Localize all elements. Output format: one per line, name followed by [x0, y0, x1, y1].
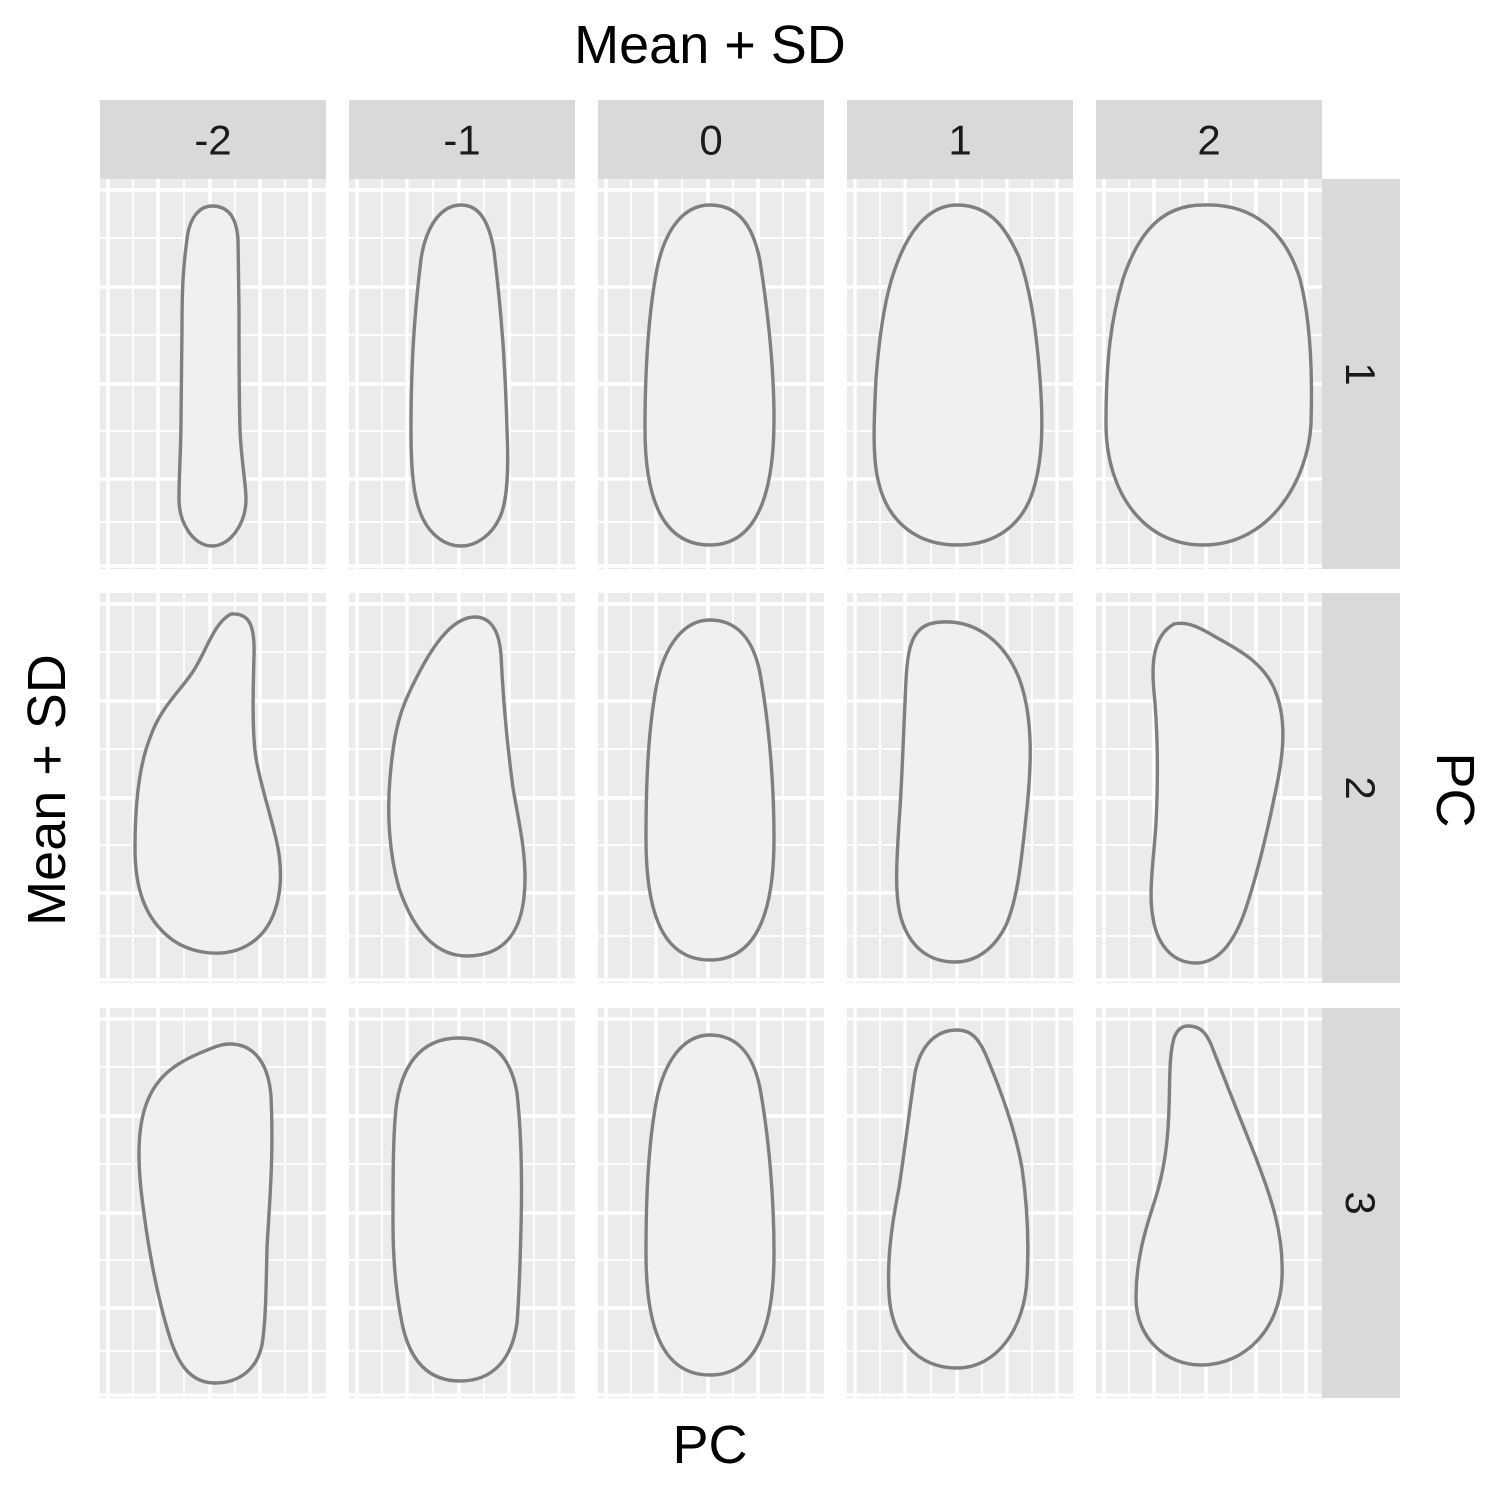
- shape-outline-pc2-sd2: [1149, 621, 1285, 965]
- facet-panel: [100, 179, 326, 569]
- facet-panel: [100, 1008, 326, 1398]
- column-strip-background: [847, 100, 1073, 179]
- shape-outline-pc2-sd-1: [387, 615, 527, 958]
- column-strips: -2 -1 0 1 2: [100, 100, 1322, 179]
- row-strip-background: [1322, 179, 1400, 569]
- facet-panel: [1096, 593, 1322, 983]
- shape-outline-pc1-sd-1: [409, 203, 510, 548]
- shape-outline-pc3-sd0: [644, 1033, 776, 1377]
- facet-panel: [847, 179, 1073, 569]
- facet-panel: [847, 593, 1073, 983]
- column-strip-label: -1: [443, 117, 480, 164]
- column-strip-background: [598, 100, 824, 179]
- shape-outline-pc2-sd0: [644, 618, 776, 962]
- row-strip-label: 2: [1337, 776, 1384, 799]
- shape-outline-pc2-sd1: [894, 620, 1032, 964]
- panels: [100, 179, 1322, 1398]
- facet-panel: [598, 593, 824, 983]
- row-strip-background: [1322, 1008, 1400, 1398]
- shape-outline-pc3-sd-1: [391, 1036, 524, 1383]
- row-strip-label: 1: [1337, 362, 1384, 385]
- column-strip-label: -2: [194, 117, 231, 164]
- row-strip-label: 3: [1337, 1191, 1384, 1214]
- column-strip-background: [349, 100, 575, 179]
- row-strip-background: [1322, 593, 1400, 983]
- shape-outline-pc3-sd2: [1134, 1024, 1284, 1367]
- facet-panel: [1096, 179, 1322, 569]
- shape-outline-pc2-sd-2: [133, 612, 283, 955]
- y-axis-title: Mean + SD: [17, 654, 77, 926]
- facet-panel: [100, 593, 326, 983]
- column-strip-label: 2: [1197, 117, 1220, 164]
- facet-panel: [847, 1008, 1073, 1398]
- row-strips: 1 2 3: [1322, 179, 1400, 1398]
- facet-panel: [1096, 1008, 1322, 1398]
- facet-right-title: PC: [1425, 752, 1485, 827]
- x-axis-title: PC: [672, 1415, 747, 1475]
- column-strip-background: [1096, 100, 1322, 179]
- column-strip-label: 1: [948, 117, 971, 164]
- shape-outline-pc1-sd1: [872, 203, 1044, 547]
- facet-panel: [598, 179, 824, 569]
- shape-outline-pc3-sd-2: [137, 1042, 274, 1385]
- facet-panel: [598, 1008, 824, 1398]
- facet-panel: [349, 179, 575, 569]
- shape-outline-pc3-sd1: [886, 1028, 1030, 1370]
- shape-outline-pc1-sd0: [643, 203, 776, 547]
- chart-title: Mean + SD: [574, 15, 846, 75]
- facet-panel: [349, 1008, 575, 1398]
- facet-panel: [349, 593, 575, 983]
- column-strip-background: [100, 100, 326, 179]
- column-strip-label: 0: [699, 117, 722, 164]
- shape-outline-pc1-sd2: [1104, 203, 1314, 547]
- shape-outline-pc1-sd-2: [177, 204, 248, 548]
